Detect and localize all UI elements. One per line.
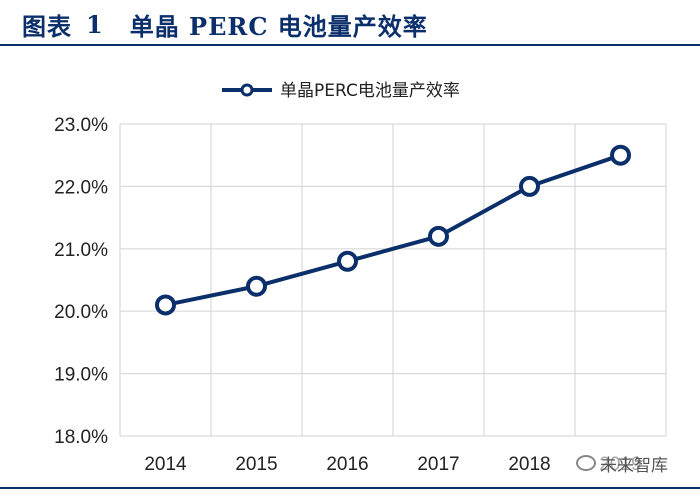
bottom-divider [0, 487, 700, 489]
watermark: 未来智库 [576, 450, 686, 476]
y-tick-label: 20.0% [54, 302, 108, 323]
watermark-text: 未来智库 [600, 455, 668, 476]
figure-label: 图表 [22, 11, 72, 41]
y-tick-label: 22.0% [54, 177, 108, 198]
data-point [428, 225, 449, 247]
x-tick-label: 2017 [417, 454, 459, 475]
series-line [165, 153, 622, 307]
wechat-icon [576, 455, 596, 471]
x-tick-label: 2014 [144, 454, 187, 475]
data-point [155, 294, 176, 316]
figure-number: 1 [86, 9, 104, 39]
figure-title-bar: 图表 1 单晶 PERC 电池量产效率 [22, 4, 692, 44]
data-point [519, 175, 540, 197]
data-point [246, 275, 267, 297]
x-tick-label: 2016 [326, 454, 368, 475]
y-tick-label: 21.0% [54, 240, 108, 261]
title-divider [0, 44, 700, 46]
y-tick-label: 18.0% [54, 427, 108, 448]
legend-label: 单晶PERC电池量产效率 [280, 81, 460, 101]
x-tick-label: 2015 [235, 454, 277, 475]
figure-title: 单晶 PERC 电池量产效率 [129, 11, 428, 41]
y-tick-label: 23.0% [54, 115, 108, 136]
data-point [610, 144, 631, 166]
legend-marker [240, 83, 254, 97]
data-point [337, 250, 358, 272]
y-tick-label: 19.0% [54, 365, 108, 386]
x-tick-label: 2018 [508, 454, 550, 475]
